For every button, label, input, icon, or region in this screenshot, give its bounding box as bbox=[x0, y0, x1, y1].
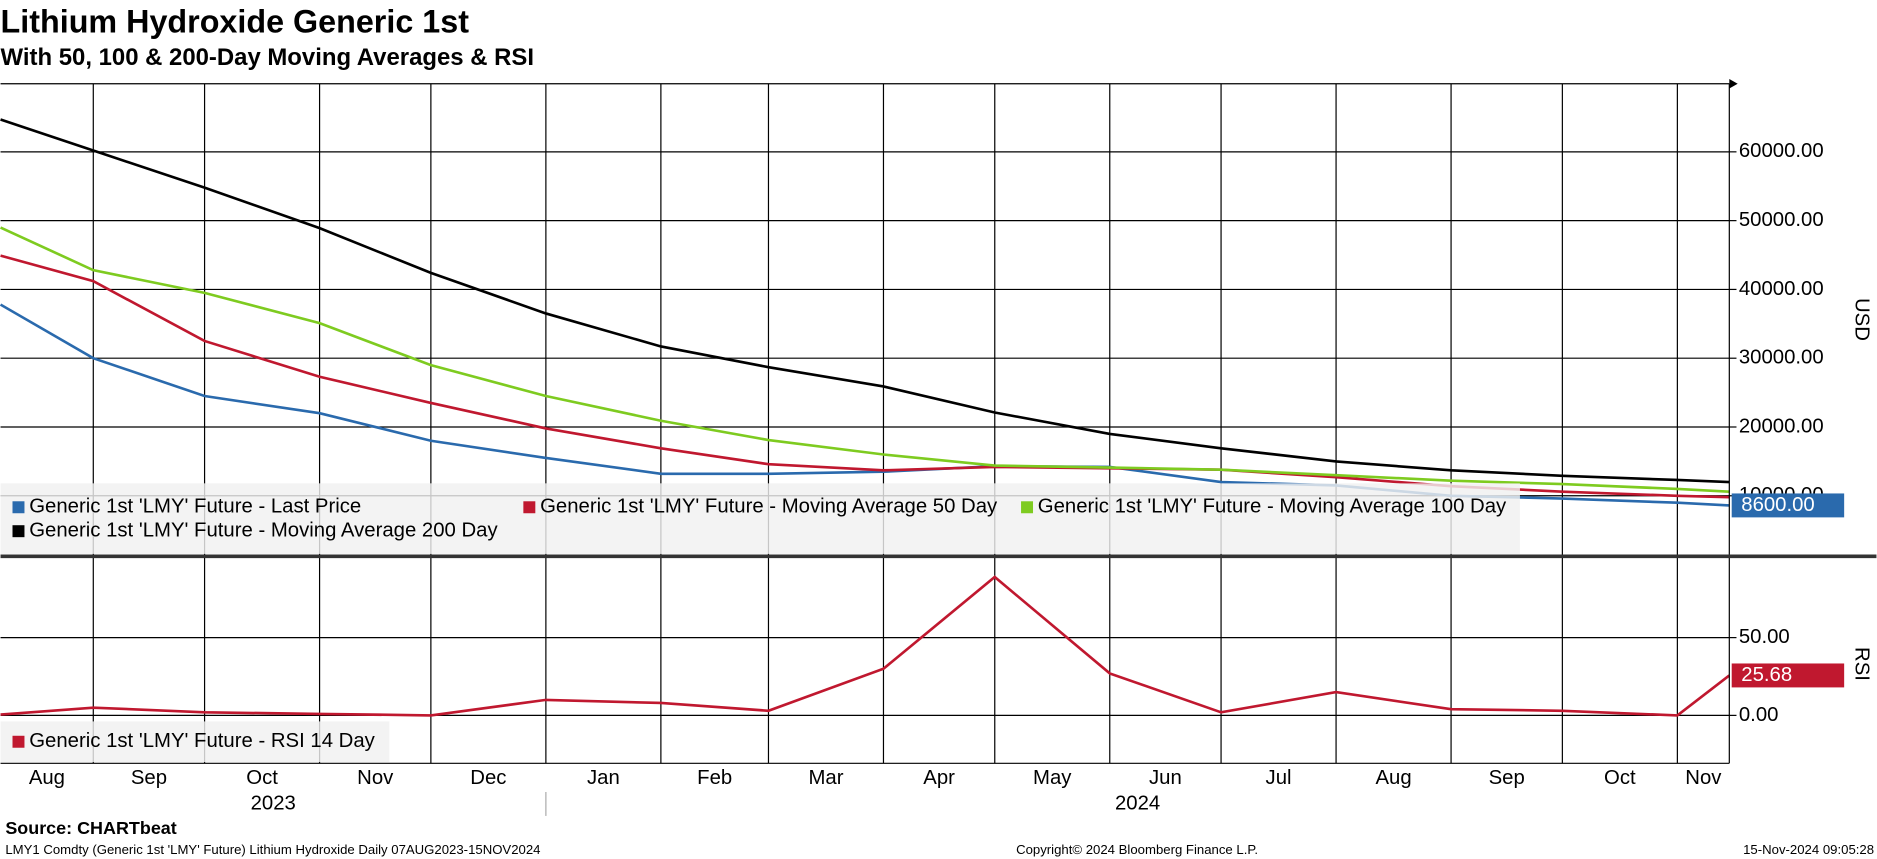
source: Source: CHARTbeat bbox=[5, 818, 176, 838]
legend-label: Generic 1st 'LMY' Future - Moving Averag… bbox=[29, 520, 498, 542]
x-tick-label: Oct bbox=[1604, 767, 1636, 789]
y-tick-label: 20000.00 bbox=[1739, 415, 1824, 437]
line-series bbox=[0, 303, 1730, 507]
value-label-box bbox=[1731, 493, 1845, 518]
x-tick-label: May bbox=[1033, 767, 1072, 789]
legend-label: Generic 1st 'LMY' Future - Moving Averag… bbox=[1038, 496, 1507, 518]
x-tick-label: Jan bbox=[587, 767, 620, 789]
y-tick-label: 30000.00 bbox=[1739, 347, 1824, 369]
y-axis-label: USD bbox=[1851, 298, 1873, 341]
chart-subtitle: With 50, 100 & 200-Day Moving Averages &… bbox=[1, 44, 534, 71]
legend-swatch bbox=[12, 501, 25, 514]
value-label: 25.68 bbox=[1741, 664, 1792, 686]
legend-box bbox=[0, 721, 390, 763]
chart-title: Lithium Hydroxide Generic 1st bbox=[1, 3, 470, 39]
axis-arrow bbox=[1729, 78, 1738, 89]
x-tick-label: Nov bbox=[357, 767, 394, 789]
x-tick-label: Jul bbox=[1266, 767, 1292, 789]
x-tick-label: Sep bbox=[131, 767, 167, 789]
y-tick-label: 50.00 bbox=[1739, 626, 1790, 648]
y-tick-label: 0.00 bbox=[1739, 704, 1779, 726]
line-series bbox=[0, 118, 1730, 484]
x-tick-label: Apr bbox=[923, 767, 955, 789]
x-tick-label: Sep bbox=[1489, 767, 1525, 789]
y-tick-label: 40000.00 bbox=[1739, 278, 1824, 300]
legend-label: Generic 1st 'LMY' Future - Last Price bbox=[29, 496, 361, 518]
legend-label: Generic 1st 'LMY' Future - RSI 14 Day bbox=[29, 730, 375, 752]
value-label: 8600.00 bbox=[1741, 494, 1814, 516]
legend-label: Generic 1st 'LMY' Future - Moving Averag… bbox=[540, 496, 998, 518]
x-tick-label: Oct bbox=[246, 767, 278, 789]
y-tick-label: 50000.00 bbox=[1739, 209, 1824, 231]
x-tick-label: Aug bbox=[29, 767, 65, 789]
legend-swatch bbox=[12, 735, 25, 748]
legend-swatch bbox=[1021, 501, 1034, 514]
footer-description: LMY1 Comdty (Generic 1st 'LMY' Future) L… bbox=[5, 842, 540, 857]
x-tick-label: Mar bbox=[808, 767, 843, 789]
x-tick-label: Jun bbox=[1149, 767, 1182, 789]
legend-box bbox=[0, 483, 1520, 554]
line-series bbox=[0, 226, 1730, 494]
y-axis-label: RSI bbox=[1851, 647, 1873, 681]
y-tick-label: 60000.00 bbox=[1739, 140, 1824, 162]
value-label-box bbox=[1731, 663, 1845, 688]
timestamp: 15-Nov-2024 09:05:28 bbox=[1743, 842, 1874, 857]
legend-swatch bbox=[523, 501, 536, 514]
x-tick-label: Feb bbox=[697, 767, 732, 789]
x-year-label: 2023 bbox=[251, 792, 296, 814]
x-tick-label: Nov bbox=[1685, 767, 1722, 789]
legend-swatch bbox=[12, 525, 25, 538]
x-tick-label: Aug bbox=[1375, 767, 1411, 789]
line-series bbox=[0, 575, 1731, 717]
line-series bbox=[0, 254, 1730, 499]
copyright: Copyright© 2024 Bloomberg Finance L.P. bbox=[1016, 842, 1258, 857]
x-tick-label: Dec bbox=[470, 767, 506, 789]
x-year-label: 2024 bbox=[1115, 792, 1160, 814]
